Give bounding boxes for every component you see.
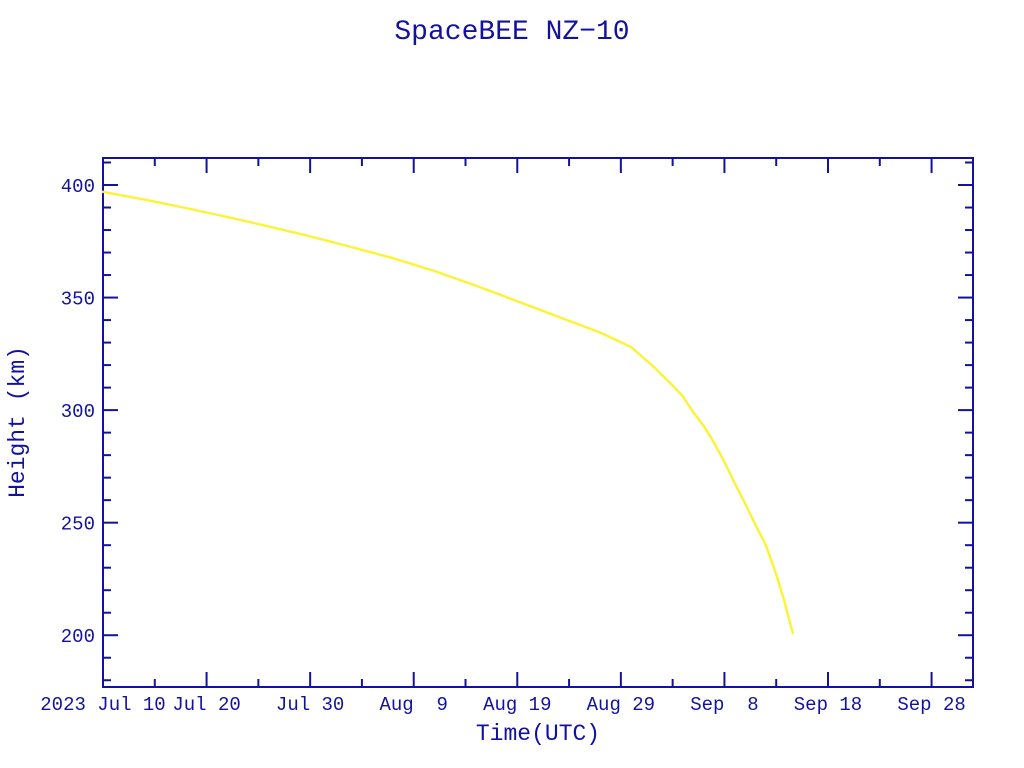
y-tick-label: 250	[61, 514, 95, 536]
x-tick-label: Jul 30	[276, 694, 344, 716]
plot-area: 2023 Jul 10 Jul 20 Jul 30 Aug 9 Aug 19 Aug 29…	[40, 157, 974, 716]
x-tick-label: Aug 9	[380, 694, 448, 716]
x-tick-label: Sep 28	[897, 694, 965, 716]
decay-curve	[101, 190, 794, 635]
x-tick-label: Sep 18	[794, 694, 862, 716]
x-tick-label: Jul 20	[172, 694, 240, 716]
chart-title: SpaceBEE NZ−10	[394, 17, 629, 48]
x-tick-label: Aug 29	[587, 694, 655, 716]
x-tick-label: 2023 Jul 10	[40, 694, 165, 716]
y-tick-label: 200	[61, 626, 95, 648]
plot-frame	[102, 157, 974, 688]
y-axis-label: Height (km)	[5, 346, 31, 498]
y-tick-label: 350	[61, 289, 95, 311]
y-tick-label: 400	[61, 176, 95, 198]
x-tick-label: Sep 8	[690, 694, 758, 716]
x-tick-label: Aug 19	[483, 694, 551, 716]
y-tick-label: 300	[61, 401, 95, 423]
x-axis-label: Time(UTC)	[476, 721, 600, 747]
